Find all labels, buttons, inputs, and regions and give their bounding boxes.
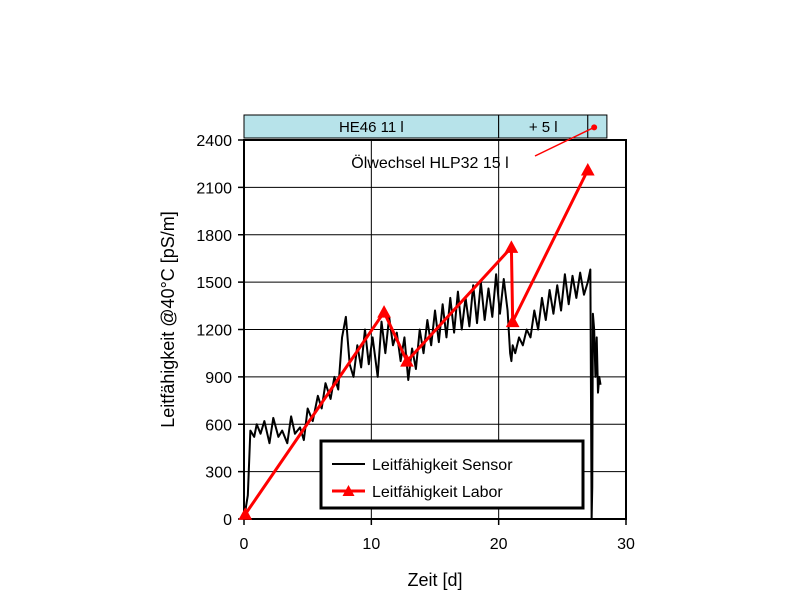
x-axis-label: Zeit [d] [407,570,462,590]
y-tick-label: 1200 [196,323,232,340]
y-tick-label: 0 [223,512,232,529]
annotation-text: Ölwechsel HLP32 15 l [351,154,508,172]
phase-label: HE46 11 l [339,119,404,136]
legend-box [319,439,585,510]
phase-segment [587,114,608,139]
series [238,162,602,520]
y-tick-label: 600 [205,417,232,434]
annotation-marker [591,124,598,131]
y-tick-label: 1500 [196,275,232,292]
legend: Leitfähigkeit Sensor Leitfähigkeit Labor [319,439,585,510]
annotation: Ölwechsel HLP32 15 l [351,124,598,172]
y-tick-label: 2100 [196,180,232,197]
y-tick-label: 900 [205,370,232,387]
data-point-labor [504,240,519,253]
y-tick-label: 2400 [196,133,232,150]
data-point-labor [505,314,520,328]
phase-label: + 5 l [529,119,558,136]
legend-swatch-marker [342,485,355,496]
data-point-labor [238,507,253,520]
x-tick-label: 10 [362,536,380,553]
y-tick-label: 1800 [196,228,232,245]
legend-entry-label: Leitfähigkeit Sensor [372,457,513,474]
data-point-labor [580,162,595,176]
legend-entry-label: Leitfähigkeit Labor [372,484,503,501]
phase-bar: HE46 11 l + 5 l [243,114,608,139]
x-tick-label: 30 [617,536,635,553]
data-point-labor [377,305,391,318]
x-tick-label: 0 [240,536,249,553]
data-point-labor [400,354,414,367]
y-tick-label: 300 [205,465,232,482]
y-axis-label: Leitfähigkeit @40°C [pS/m] [158,211,178,428]
x-tick-label: 20 [490,536,508,553]
annotation-pointer [534,126,595,157]
series-line-labor [244,169,590,516]
